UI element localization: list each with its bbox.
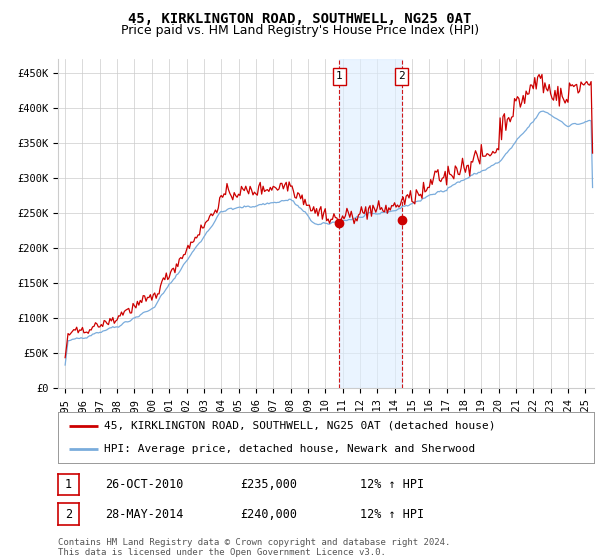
Text: Contains HM Land Registry data © Crown copyright and database right 2024.
This d: Contains HM Land Registry data © Crown c… xyxy=(58,538,451,557)
Text: HPI: Average price, detached house, Newark and Sherwood: HPI: Average price, detached house, Newa… xyxy=(104,444,475,454)
Bar xyxy=(340,59,402,388)
Text: 45, KIRKLINGTON ROAD, SOUTHWELL, NG25 0AT: 45, KIRKLINGTON ROAD, SOUTHWELL, NG25 0A… xyxy=(128,12,472,26)
Text: 2: 2 xyxy=(65,507,72,521)
Text: 1: 1 xyxy=(65,478,72,491)
Text: 12% ↑ HPI: 12% ↑ HPI xyxy=(360,507,424,521)
Text: 2: 2 xyxy=(398,71,405,81)
Text: 45, KIRKLINGTON ROAD, SOUTHWELL, NG25 0AT (detached house): 45, KIRKLINGTON ROAD, SOUTHWELL, NG25 0A… xyxy=(104,421,495,431)
Text: 28-MAY-2014: 28-MAY-2014 xyxy=(105,507,184,521)
Text: £240,000: £240,000 xyxy=(240,507,297,521)
Text: £235,000: £235,000 xyxy=(240,478,297,491)
Text: Price paid vs. HM Land Registry's House Price Index (HPI): Price paid vs. HM Land Registry's House … xyxy=(121,24,479,37)
Text: 12% ↑ HPI: 12% ↑ HPI xyxy=(360,478,424,491)
Text: 1: 1 xyxy=(336,71,343,81)
Text: 26-OCT-2010: 26-OCT-2010 xyxy=(105,478,184,491)
